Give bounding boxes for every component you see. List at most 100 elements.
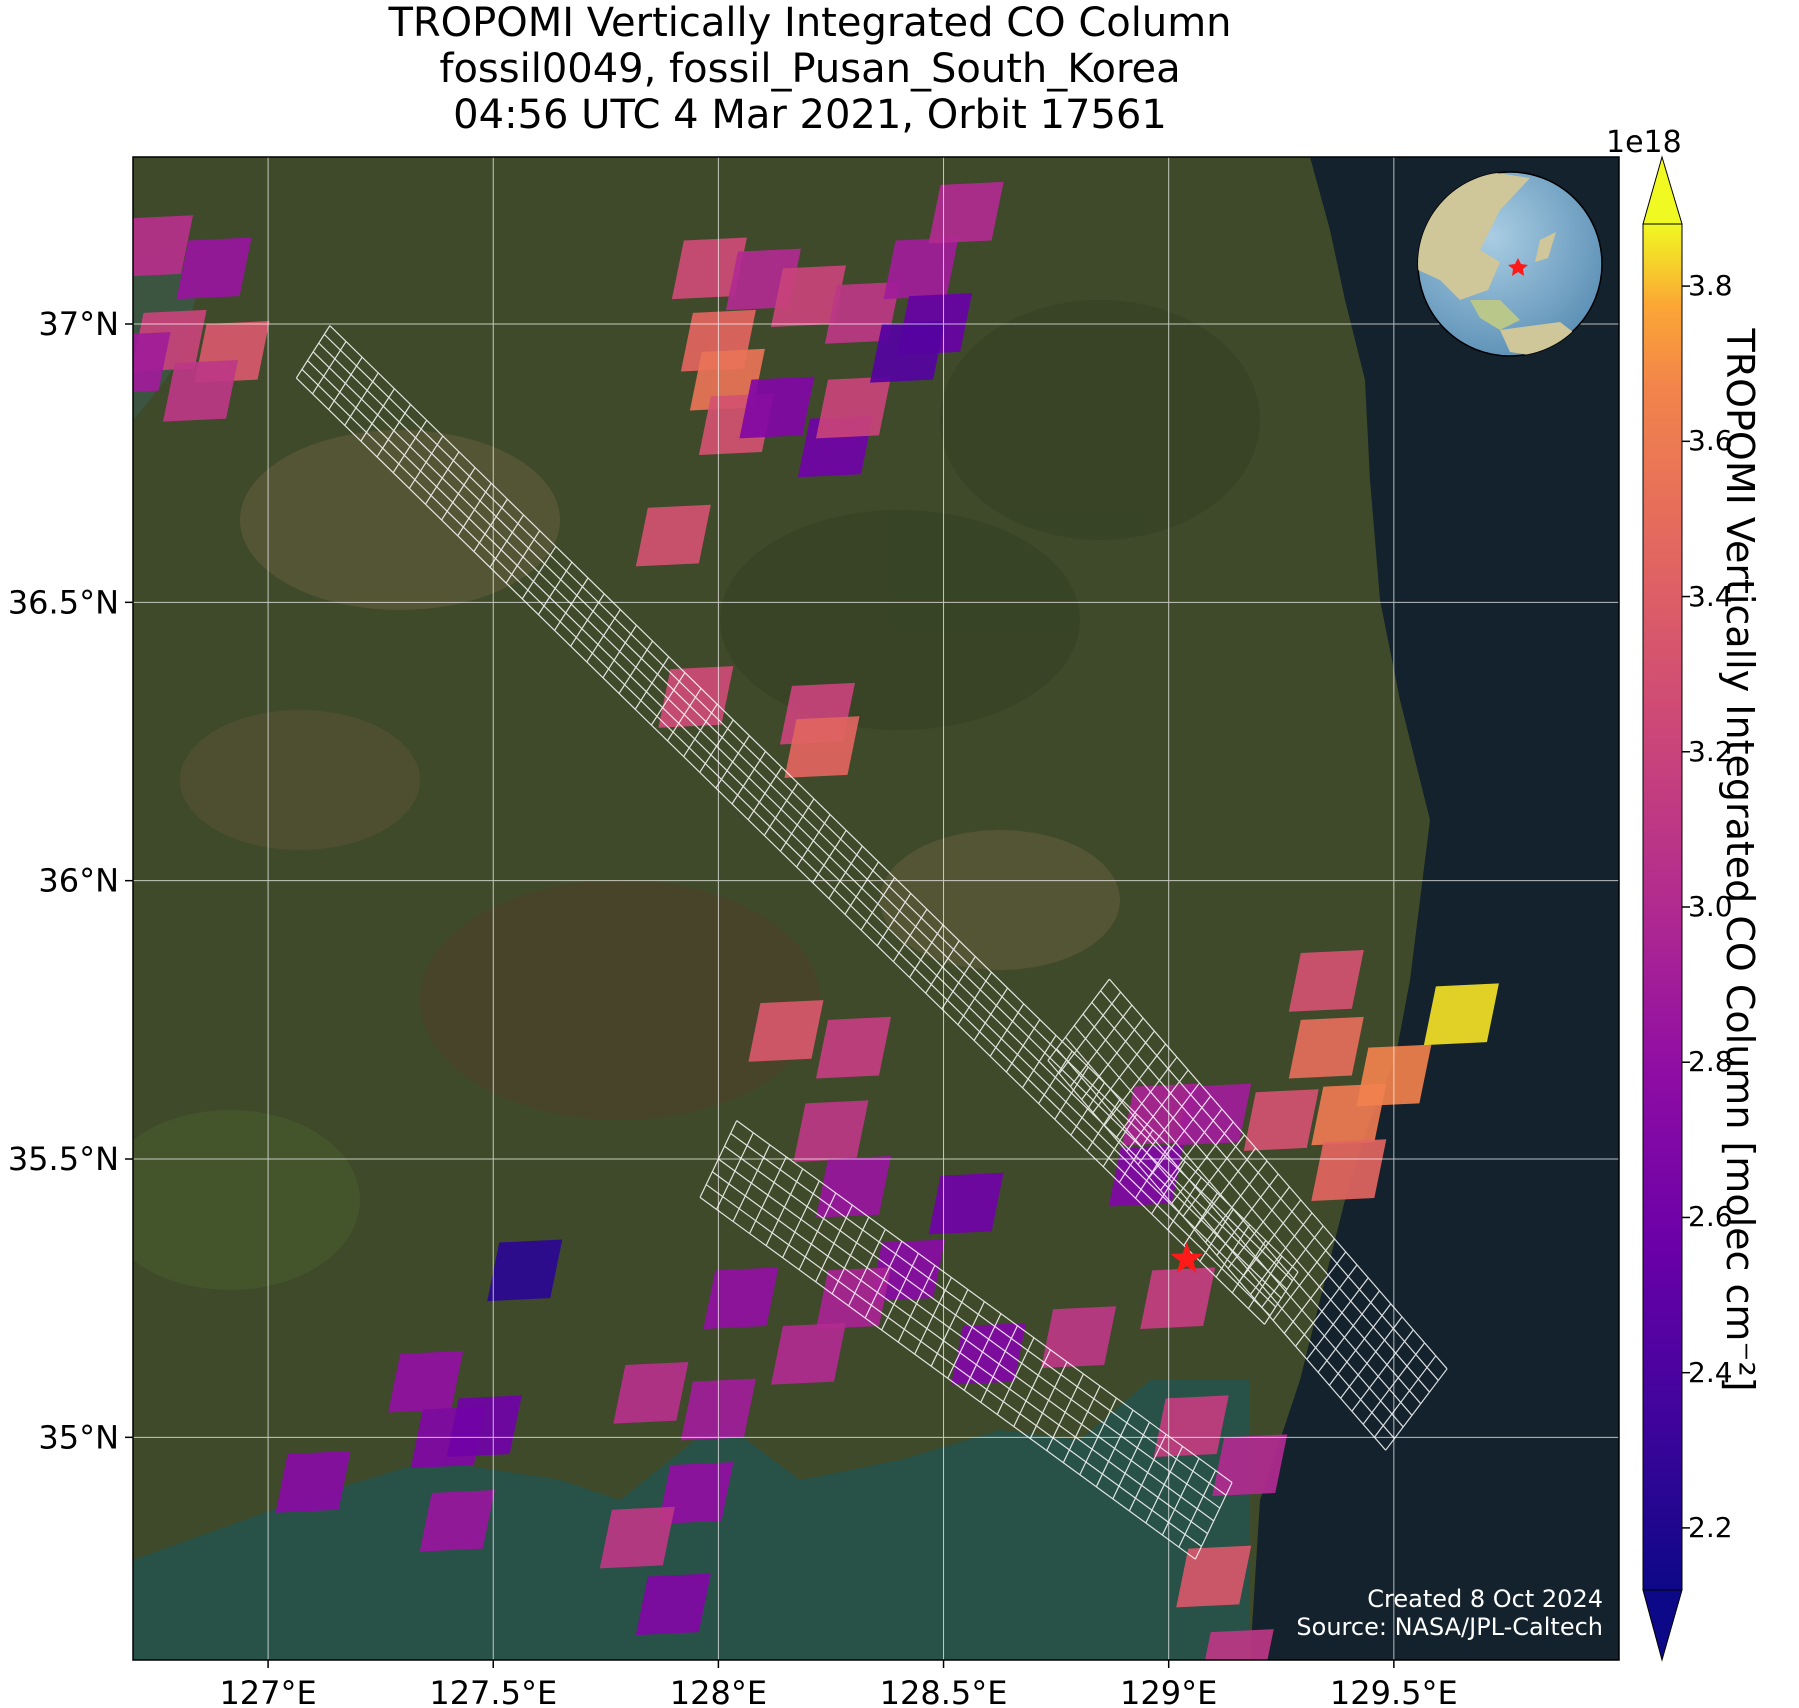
swath-line: [1047, 978, 1110, 1061]
co-pixel: [770, 265, 846, 327]
co-pixel: [784, 716, 860, 778]
swath-line: [1056, 1048, 1395, 1439]
colorbar-tick-label: 3.6: [1688, 424, 1733, 458]
swath-line: [724, 1145, 1221, 1509]
swath-line: [1160, 1108, 1223, 1191]
lon-tick-label: 129°E: [1120, 1674, 1217, 1708]
swath-line: [711, 1171, 1208, 1535]
swath-line: [699, 1196, 1196, 1560]
swath-line: [1340, 1316, 1403, 1399]
co-pixel: [176, 237, 252, 300]
swath-line: [736, 1120, 1233, 1483]
credit-created: Created 8 Oct 2024: [1367, 1585, 1603, 1613]
co-pixel: [613, 1361, 689, 1424]
colorbar-ticks: [1682, 285, 1690, 1529]
swath-line: [1114, 1056, 1178, 1139]
co-pixel: [739, 376, 815, 439]
co-pixel: [1176, 1545, 1252, 1608]
co-pixel: [133, 332, 171, 393]
co-pixel: [133, 215, 194, 277]
colorbar-exponent: 1e18: [1606, 125, 1682, 160]
colorbar-tick-label: 3.4: [1688, 579, 1733, 613]
co-pixel: [1205, 1629, 1274, 1660]
lon-tick-label: 128.5°E: [880, 1674, 1008, 1708]
target-star-marker: [1170, 1242, 1203, 1273]
colorbar-tick-label: 3.8: [1688, 269, 1733, 303]
co-pixel: [815, 1016, 892, 1079]
swath-line: [301, 368, 1271, 1317]
co-pixel: [1288, 1016, 1364, 1079]
swath-line: [1082, 1013, 1422, 1405]
swath-line: [1250, 1212, 1313, 1295]
swath-line: [1193, 1147, 1257, 1230]
lon-tick-label: 128°E: [670, 1674, 767, 1708]
co-pixel: [1288, 950, 1364, 1012]
co-pixel: [883, 237, 959, 300]
swath-line: [1373, 1355, 1437, 1438]
co-pixel: [1122, 1083, 1198, 1146]
swath-outline-layer: [295, 325, 1448, 1560]
credit-text: Created 8 Oct 2024 Source: NASA/JPL-Calt…: [1296, 1585, 1603, 1641]
swath-line: [705, 1184, 1202, 1547]
map-frame: [132, 156, 1620, 1661]
co-pixel: [388, 1350, 464, 1413]
co-pixel: [870, 321, 946, 383]
co-pixel: [1243, 1089, 1319, 1151]
swath-line: [1351, 1329, 1414, 1412]
colorbar-tick-label: 3.2: [1688, 734, 1733, 768]
colorbar-label: TROPOMI Vertically Integrated CO Column …: [1718, 328, 1762, 1392]
swath-line: [1238, 1199, 1302, 1282]
globe-target-star: [1508, 258, 1528, 276]
swath-line: [329, 325, 1299, 1273]
co-pixel: [815, 1156, 892, 1218]
lat-tick-label: 36.5°N: [8, 583, 119, 621]
lat-tick-label: 35°N: [38, 1418, 119, 1456]
swath-line: [1065, 1036, 1404, 1428]
swath-line: [312, 351, 1282, 1299]
swath-line: [1283, 1251, 1347, 1334]
co-pixel: [163, 359, 239, 422]
co-pixel: [1176, 1083, 1252, 1146]
co-pixel: [446, 1395, 522, 1458]
swath-line: [1108, 978, 1448, 1370]
lat-tick-label: 35.5°N: [8, 1140, 119, 1178]
title-line-2: fossil0049, fossil_Pusan_South_Korea: [439, 46, 1181, 92]
lon-tick-label: 127.5°E: [429, 1674, 557, 1708]
inset-globe: [1417, 171, 1603, 357]
co-pixel-layer: [133, 181, 1499, 1660]
co-pixel: [748, 1000, 824, 1062]
swath-line: [1272, 1238, 1335, 1321]
terrain-texture: [133, 300, 1260, 1290]
co-pixel: [635, 504, 711, 567]
co-pixel: [1153, 1395, 1229, 1458]
co-pixel: [1140, 1267, 1216, 1329]
co-pixel: [703, 1267, 779, 1329]
swath-line: [1182, 1134, 1245, 1217]
colorbar-extend-top: [1642, 155, 1683, 225]
lon-tick-label: 127°E: [219, 1674, 316, 1708]
co-pixel: [635, 1573, 711, 1636]
swath-line: [318, 342, 1288, 1290]
swath-line: [1227, 1186, 1290, 1269]
lat-tick-label: 36°N: [38, 862, 119, 900]
swath-line: [1171, 1121, 1234, 1204]
swath-line: [1306, 1277, 1369, 1360]
figure-title: TROPOMI Vertically Integrated CO Column …: [0, 0, 1620, 138]
swath-line: [1148, 1095, 1212, 1178]
longitude-axis: 127°E 127.5°E 128°E 128.5°E 129°E 129.5°E: [219, 1660, 1458, 1708]
swath-line: [295, 377, 1265, 1325]
swath-line: [1317, 1290, 1381, 1373]
swath-line: [1058, 991, 1122, 1074]
co-pixel: [928, 1172, 1004, 1235]
map-gridlines: [133, 157, 1619, 1660]
swath-line: [323, 333, 1293, 1282]
co-pixel: [870, 1239, 946, 1302]
colorbar-tick-label: 3.0: [1688, 890, 1733, 923]
colorbar-extend-bottom: [1642, 1589, 1683, 1662]
colorbar: [1642, 155, 1690, 1662]
colorbar-tick-label: 2.6: [1688, 1200, 1733, 1234]
lat-tick-label: 37°N: [38, 305, 119, 343]
swath-line: [1126, 1069, 1189, 1152]
swath-line: [1092, 1030, 1155, 1113]
